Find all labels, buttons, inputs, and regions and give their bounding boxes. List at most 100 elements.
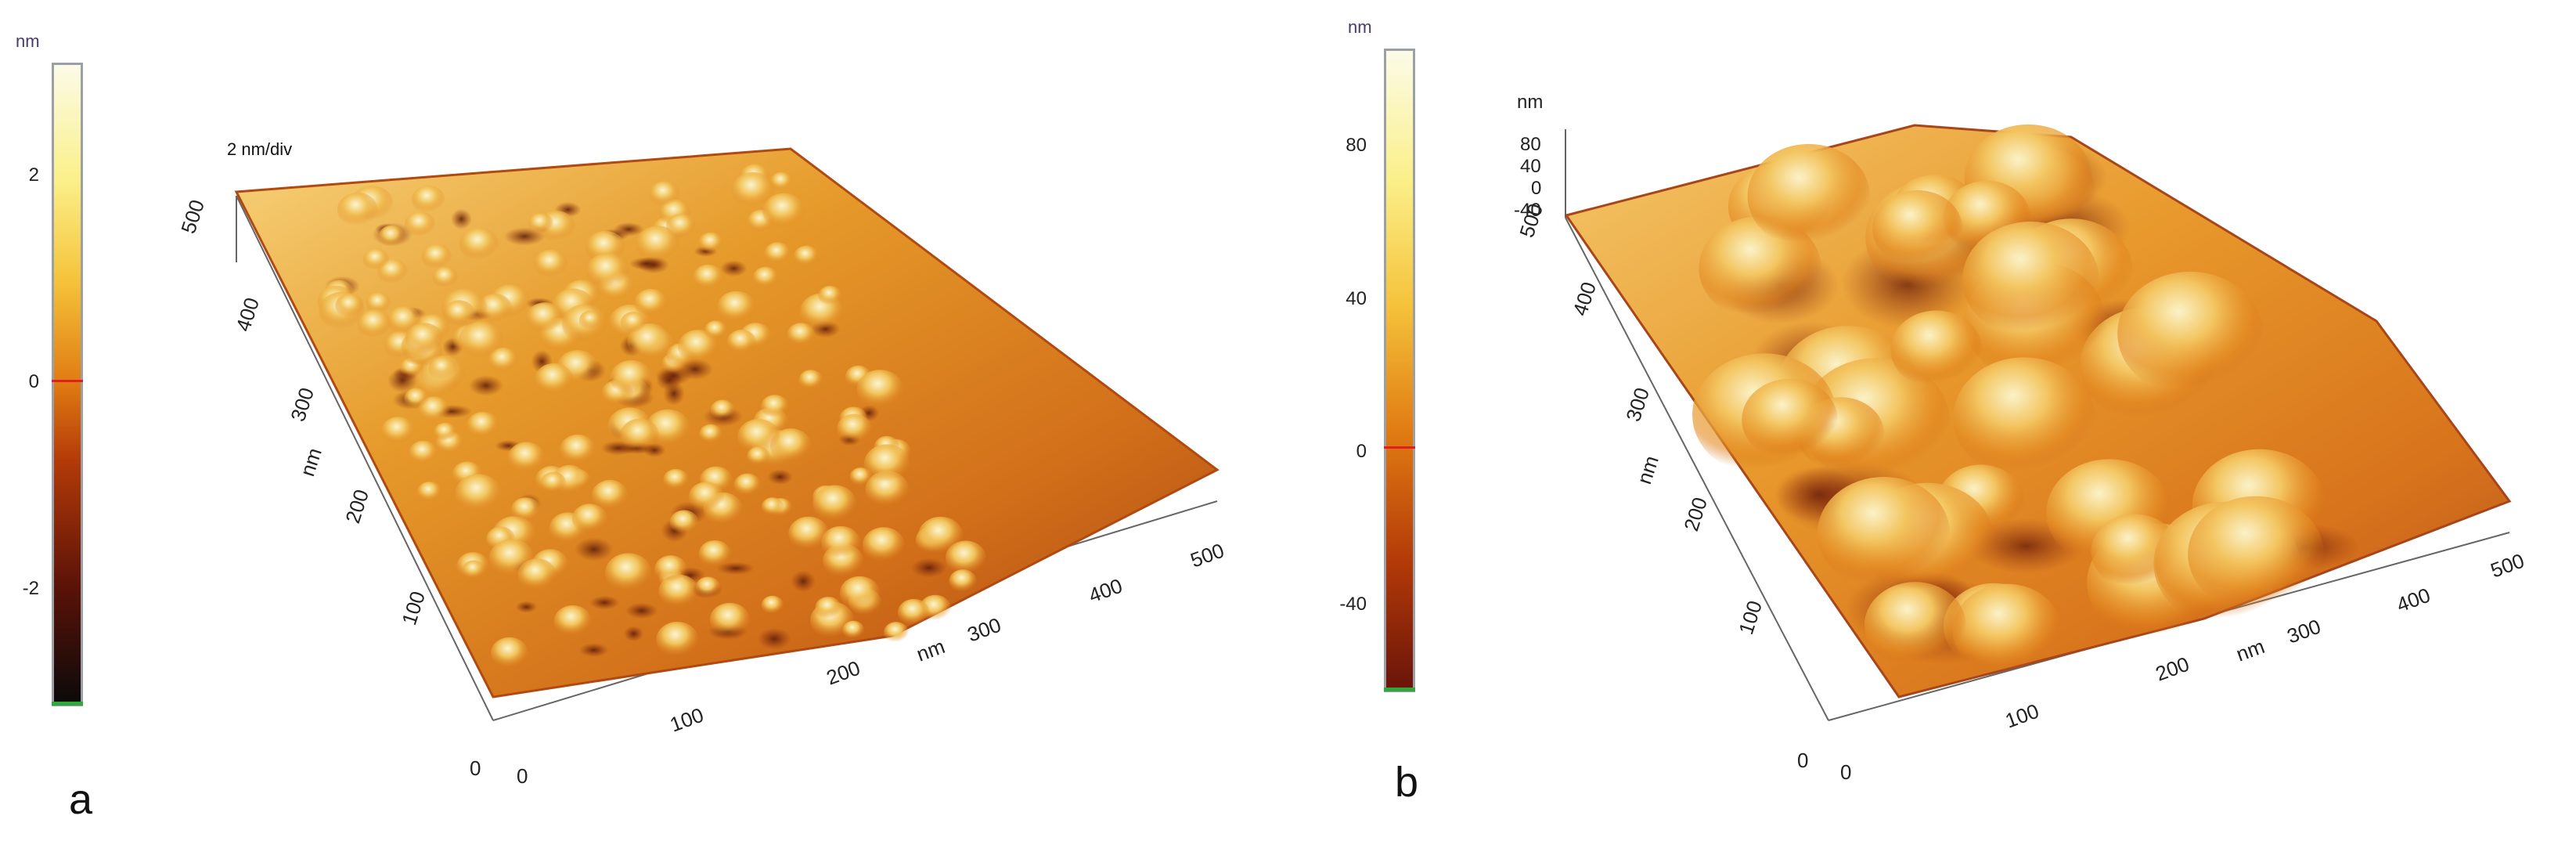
surface-bump [357, 309, 392, 339]
colorbar-bottom-marker [1384, 688, 1415, 691]
surface-bump [458, 321, 504, 360]
surface-bump [698, 232, 724, 254]
surface-bump [362, 248, 390, 271]
y-tick: 200 [340, 486, 373, 526]
surface-bump [656, 622, 699, 658]
surface-bump [428, 356, 457, 381]
origin-x: 0 [517, 764, 528, 788]
surface-bump [747, 446, 770, 467]
x-axis-label: nm [2233, 634, 2268, 666]
surface-bump [704, 320, 727, 340]
surface-bump [1747, 143, 1871, 248]
surface-bump [405, 323, 444, 356]
surface-bump [649, 181, 680, 208]
colorbar-unit: nm [1348, 17, 1372, 37]
surface-bump [553, 605, 592, 637]
z-tick: 40 [1520, 156, 1541, 177]
surface-bump [620, 418, 660, 452]
y-axis-label: nm [1632, 453, 1663, 487]
colorbar-tick: 80 [1346, 135, 1367, 156]
surface-bump [764, 242, 791, 265]
surface-bump [404, 388, 429, 410]
surface-bump [695, 576, 721, 598]
colorbar-tick: 40 [1346, 288, 1367, 309]
surface-bump [2117, 271, 2264, 396]
z-tick: -40 [1514, 200, 1541, 221]
panel-letter-a: a [69, 776, 93, 823]
surface-pit [663, 381, 685, 406]
surface-bump [434, 422, 457, 442]
y-tick: 300 [1621, 384, 1654, 424]
surface-bump [654, 555, 687, 583]
x-tick: 200 [2153, 652, 2192, 686]
surface-pit [578, 643, 609, 658]
surface-bump [821, 525, 861, 560]
colorbar-zero-marker [1384, 446, 1415, 449]
y-tick: 300 [286, 384, 319, 424]
surface-pit [623, 626, 644, 642]
x-tick: 400 [1086, 574, 1126, 608]
surface-bump [455, 474, 502, 514]
x-tick: 200 [823, 656, 863, 690]
origin-y: 0 [1797, 749, 1808, 772]
surface-bump [949, 569, 977, 594]
surface-bump [1864, 582, 1966, 669]
surface-pit [575, 537, 614, 561]
surface-bump [815, 597, 842, 619]
surface-bump [337, 192, 378, 228]
surface-bump [856, 370, 903, 410]
surface-pit [716, 561, 755, 576]
surface-bump [411, 185, 445, 214]
y-tick: 100 [397, 588, 430, 628]
afm-3d-plot-a: 500 400 300 nm 200 100 0 0 100 200 nm 30… [176, 147, 1227, 788]
surface-bump [733, 473, 761, 496]
surface-bump [335, 294, 365, 319]
surface-bump [467, 411, 499, 439]
surface-bump [717, 291, 756, 324]
surface-pit [515, 601, 538, 613]
surface-bump [381, 417, 415, 446]
surface-bump [678, 329, 719, 364]
surface-bump [510, 497, 541, 523]
surface-bump [1890, 310, 1983, 388]
surface-bump [636, 226, 679, 263]
surface-bump [688, 482, 725, 512]
surface-bump [731, 171, 775, 209]
surface-bump [540, 471, 567, 494]
surface-bump [897, 598, 930, 626]
y-tick: 500 [176, 197, 209, 236]
surface-bump [528, 212, 553, 235]
surface-bump [761, 497, 784, 517]
surface-bump [535, 363, 574, 396]
surface-bump [491, 637, 528, 670]
surface-bump [443, 300, 475, 327]
x-tick: 400 [2394, 583, 2434, 617]
surface-bump [699, 424, 722, 445]
surface-bump [837, 413, 872, 444]
surface-bump [761, 395, 789, 419]
surface-bump [839, 576, 880, 611]
surface-bump [812, 485, 857, 523]
surface-bump [842, 620, 865, 640]
surface-bump [1953, 357, 2095, 478]
surface-bump [798, 370, 823, 391]
surface-bump [417, 481, 442, 503]
surface-bumps-a [317, 164, 986, 670]
panel-b: nm 80 40 0 -40 nm [1288, 0, 2576, 841]
surface-bump [658, 574, 699, 609]
surface-bump [862, 527, 905, 563]
surface-bump [762, 193, 805, 229]
surface-bump [761, 595, 784, 615]
surface-bump [787, 323, 816, 347]
surface-bump [709, 602, 751, 637]
colorbar-tick: -40 [1339, 594, 1367, 615]
z-tick: 80 [1520, 134, 1541, 155]
origin-x: 0 [1840, 760, 1851, 784]
surface-bump [421, 244, 452, 270]
surface-bump [585, 253, 629, 290]
surface-bump [769, 171, 793, 192]
surface-bump [366, 292, 391, 314]
x-tick: 100 [667, 703, 707, 737]
surface-bump [634, 288, 668, 317]
surface-pit [791, 570, 816, 593]
